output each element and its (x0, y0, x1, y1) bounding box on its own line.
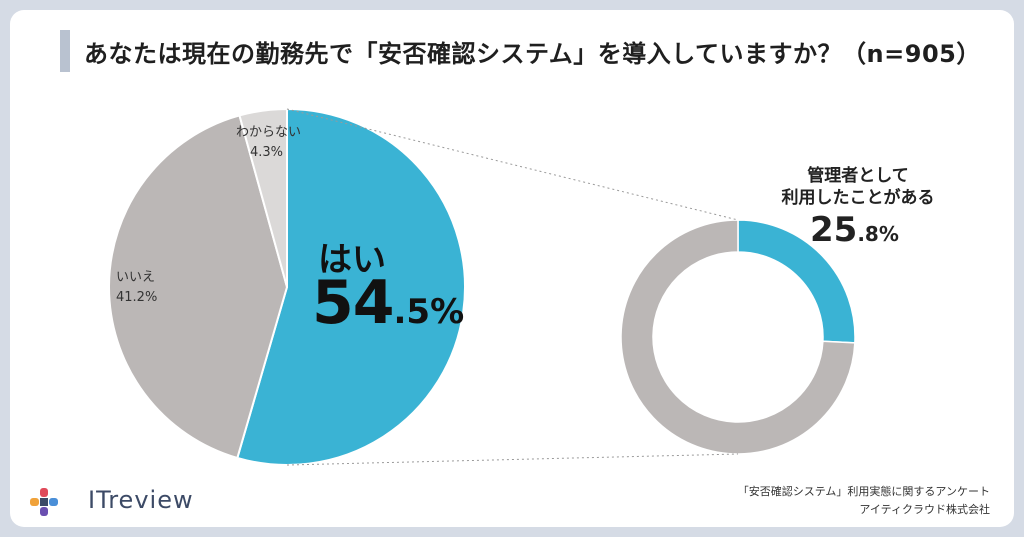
source-line2: アイティクラウド株式会社 (859, 503, 990, 516)
pie-label-unknown-name: わからない (236, 125, 302, 140)
logo-text: ITreview (88, 486, 194, 514)
pie-label-unknown-value: 4.3% (250, 145, 284, 160)
cross-logo-icon (30, 488, 58, 516)
pie-label-yes-value: 54.5% (312, 268, 464, 338)
donut-label-value-dec: .8% (857, 222, 899, 246)
source-line1: 「安否確認システム」利用実態に関するアンケート (737, 485, 990, 498)
breakdown-donut (620, 219, 856, 455)
connector-lines (286, 108, 739, 466)
donut-segment-other (620, 219, 856, 455)
connector-line-bottom (286, 453, 739, 466)
pie-label-no-value: 41.2% (116, 290, 158, 305)
donut-label-value: 25.8% (810, 210, 899, 250)
source-note: 「安否確認システム」利用実態に関するアンケート アイティクラウド株式会社 (738, 483, 990, 519)
pie-label-yes-value-dec: .5% (393, 292, 465, 332)
itreview-logo: ITreview (30, 486, 193, 516)
pie-label-no-name: いいえ (116, 270, 156, 285)
donut-label-line2: 利用したことがある (781, 188, 935, 208)
main-pie (108, 107, 466, 466)
donut-label-name: 管理者として 利用したことがある (758, 165, 958, 209)
title-accent-bar (60, 30, 70, 72)
donut-label-value-int: 25 (810, 210, 858, 250)
pie-label-yes-name: はい (318, 240, 386, 280)
chart-title: あなたは現在の勤務先で「安否確認システム」を導入していますか？（n=905） (84, 40, 981, 68)
donut-label-line1: 管理者として (807, 166, 909, 186)
pie-label-yes-value-int: 54 (312, 268, 394, 338)
pie-slice-unknown (238, 107, 288, 288)
pie-slice-no (108, 114, 289, 460)
